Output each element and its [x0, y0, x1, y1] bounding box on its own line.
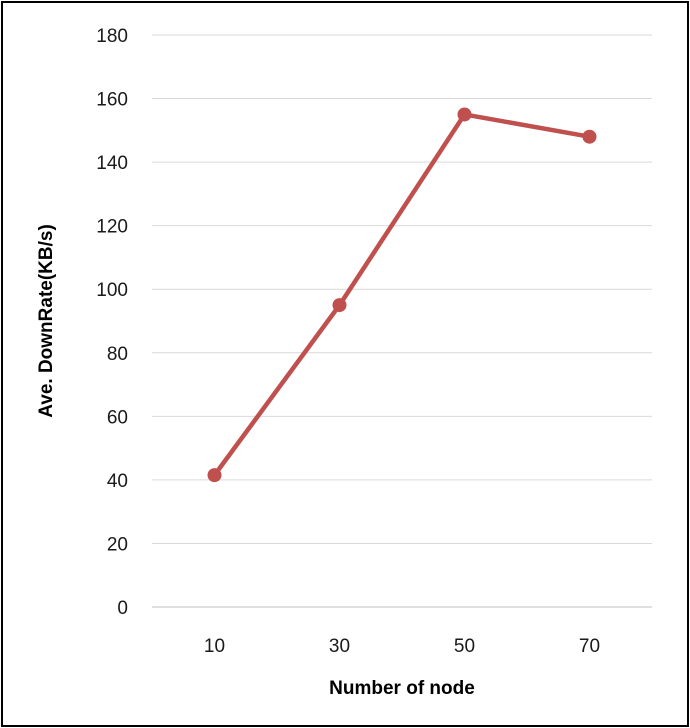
- y-tick-label: 160: [96, 90, 128, 111]
- y-tick-label: 180: [96, 26, 128, 47]
- data-point: [457, 107, 472, 122]
- x-tick-label: 10: [204, 636, 225, 657]
- x-tick-label: 30: [329, 636, 350, 657]
- data-point: [332, 298, 347, 313]
- series-line: [212, 112, 592, 478]
- x-tick-label: 70: [579, 636, 600, 657]
- gridlines: [152, 34, 652, 608]
- y-tick-label: 40: [107, 471, 128, 492]
- series-layer: [207, 107, 597, 483]
- y-tick-label: 0: [117, 598, 128, 619]
- x-tick-labels: 10 30 50 70: [204, 636, 600, 657]
- y-tick-label: 20: [107, 534, 128, 555]
- data-point: [207, 468, 222, 483]
- y-tick-label: 140: [96, 153, 128, 174]
- y-tick-label: 100: [96, 280, 128, 301]
- y-tick-label: 60: [107, 407, 128, 428]
- data-point: [582, 129, 597, 144]
- y-tick-labels: 0 20 40 60 80 100 120 140 160 180: [96, 26, 128, 619]
- x-axis-title: Number of node: [329, 678, 475, 699]
- y-tick-label: 80: [107, 344, 128, 365]
- x-tick-label: 50: [454, 636, 475, 657]
- y-tick-label: 120: [96, 217, 128, 238]
- y-axis-title: Ave. DownRate(KB/s): [36, 224, 57, 418]
